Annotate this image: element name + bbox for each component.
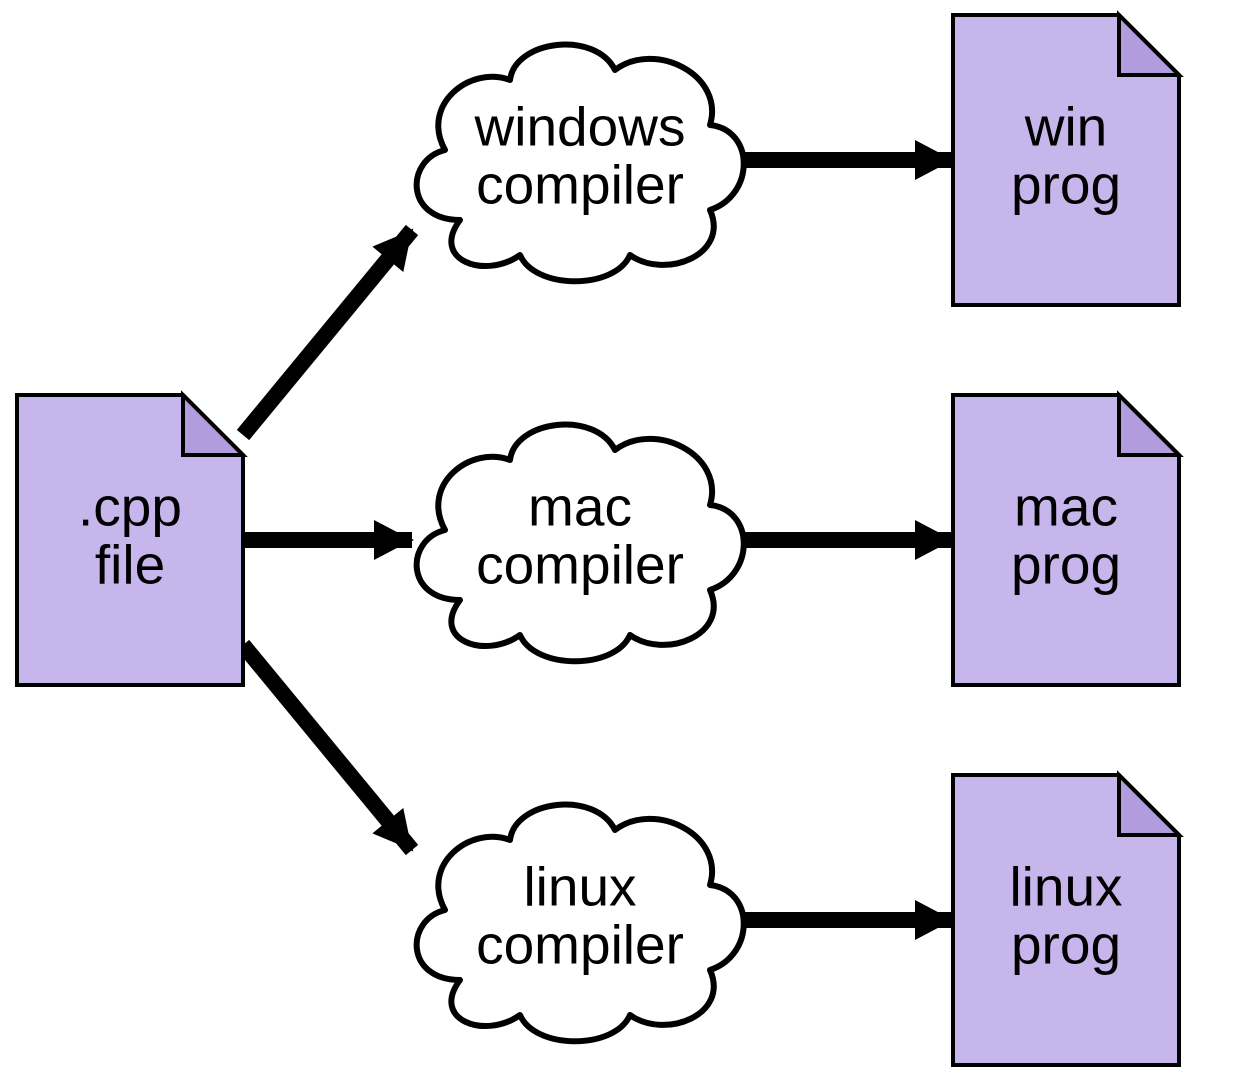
label-winprog-line0: win <box>1024 96 1108 158</box>
label-linprog-line0: linux <box>1009 856 1122 918</box>
arrowhead-wincomp-winprog <box>915 140 953 180</box>
arrowhead-lincomp-linprog <box>915 900 953 940</box>
document-fold-icon <box>183 395 243 455</box>
label-cpp-line0: .cpp <box>78 476 182 538</box>
node-cpp: .cppfile <box>17 395 243 685</box>
label-wincomp-line0: windows <box>474 96 686 158</box>
edge-cpp-wincomp <box>243 230 412 435</box>
label-linprog-line1: prog <box>1011 913 1121 975</box>
node-lincomp: linuxcompiler <box>417 805 744 1042</box>
document-fold-icon <box>1119 15 1179 75</box>
label-lincomp-line0: linux <box>523 856 636 918</box>
label-lincomp-line1: compiler <box>476 913 684 975</box>
document-fold-icon <box>1119 775 1179 835</box>
label-cpp-line1: file <box>95 533 165 595</box>
label-macprog-line0: mac <box>1014 476 1118 538</box>
label-maccomp-line0: mac <box>528 476 632 538</box>
edge-cpp-lincomp <box>243 645 412 850</box>
arrowhead-cpp-maccomp <box>374 520 412 560</box>
node-winprog: winprog <box>953 15 1179 305</box>
node-linprog: linuxprog <box>953 775 1179 1065</box>
label-maccomp-line1: compiler <box>476 533 684 595</box>
node-macprog: macprog <box>953 395 1179 685</box>
nodes: .cppfilewindowscompilermaccompilerlinuxc… <box>17 15 1179 1065</box>
label-macprog-line1: prog <box>1011 533 1121 595</box>
label-winprog-line1: prog <box>1011 153 1121 215</box>
node-maccomp: maccompiler <box>417 425 744 662</box>
document-fold-icon <box>1119 395 1179 455</box>
label-wincomp-line1: compiler <box>476 153 684 215</box>
node-wincomp: windowscompiler <box>417 45 744 282</box>
arrowhead-maccomp-macprog <box>915 520 953 560</box>
